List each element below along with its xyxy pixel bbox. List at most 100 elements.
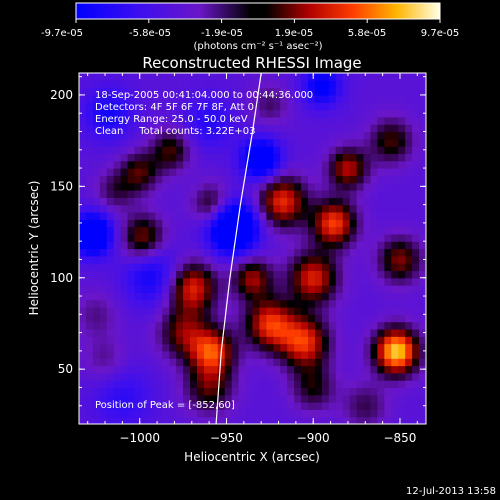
heatmap-cell <box>273 109 281 118</box>
heatmap-cell <box>259 226 267 235</box>
heatmap-cell <box>419 255 426 264</box>
heatmap-cell <box>141 270 149 279</box>
heatmap-cell <box>314 102 323 111</box>
heatmap-cell <box>196 292 205 301</box>
heatmap-cell <box>176 336 184 345</box>
heatmap-cell <box>335 241 344 250</box>
heatmap-cell <box>106 350 115 359</box>
heatmap-cell <box>259 138 267 147</box>
heatmap-cell <box>266 307 274 315</box>
heatmap-cell <box>412 321 420 330</box>
heatmap-cell <box>349 372 358 381</box>
heatmap-cell <box>314 146 323 155</box>
heatmap-cell <box>190 321 198 330</box>
heatmap-cell <box>405 416 413 424</box>
heatmap-cell <box>363 292 372 301</box>
heatmap-cell <box>308 233 316 242</box>
heatmap-cell <box>405 380 413 389</box>
heatmap-cell <box>412 211 420 220</box>
heatmap-cell <box>377 365 385 374</box>
heatmap-cell <box>301 73 309 81</box>
heatmap-cell <box>245 292 254 301</box>
heatmap-cell <box>370 416 379 424</box>
heatmap-cell <box>183 409 191 418</box>
heatmap-cell <box>141 394 149 403</box>
heatmap-cell <box>273 307 281 315</box>
heatmap-cell <box>273 116 281 125</box>
heatmap-cell <box>141 402 149 410</box>
heatmap-cell <box>106 160 115 169</box>
heatmap-cell <box>79 87 87 96</box>
heatmap-cell <box>405 233 413 242</box>
heatmap-cell <box>203 211 212 220</box>
heatmap-cell <box>308 365 316 374</box>
heatmap-cell <box>308 372 316 381</box>
heatmap-cell <box>106 153 115 162</box>
heatmap-cell <box>294 80 302 89</box>
heatmap-cell <box>141 182 149 191</box>
heatmap-cell <box>224 387 233 396</box>
heatmap-cell <box>113 255 122 264</box>
heatmap-cell <box>321 380 330 389</box>
heatmap-cell <box>335 219 344 228</box>
heatmap-cell <box>162 182 170 191</box>
heatmap-cell <box>252 226 261 235</box>
heatmap-cell <box>224 380 233 389</box>
heatmap-cell <box>176 190 184 198</box>
heatmap-cell <box>120 102 129 111</box>
heatmap-cell <box>134 168 143 176</box>
heatmap-cell <box>113 197 122 206</box>
heatmap-cell <box>308 380 316 389</box>
heatmap-cell <box>335 292 344 301</box>
heatmap-cell <box>203 80 212 89</box>
heatmap-cell <box>183 336 191 345</box>
heatmap-cell <box>294 328 302 337</box>
heatmap-cell <box>113 299 122 308</box>
heatmap-cell <box>377 146 385 155</box>
heatmap-cell <box>113 73 122 81</box>
heatmap-cell <box>85 263 94 272</box>
heatmap-cell <box>85 350 94 359</box>
heatmap-cell <box>224 153 233 162</box>
heatmap-cell <box>356 116 365 125</box>
heatmap-cell <box>183 80 191 89</box>
heatmap-cell <box>113 211 122 220</box>
heatmap-cell <box>377 182 385 191</box>
heatmap-cell <box>127 416 136 424</box>
heatmap-cell <box>196 219 205 228</box>
x-tick-label: −900 <box>297 431 330 445</box>
heatmap-cell <box>349 175 358 184</box>
heatmap-cell <box>210 73 219 81</box>
heatmap-cell <box>377 226 385 235</box>
heatmap-cell <box>328 211 337 220</box>
heatmap-cell <box>141 175 149 184</box>
heatmap-cell <box>148 197 156 206</box>
heatmap-cell <box>280 190 288 198</box>
heatmap-cell <box>224 241 233 250</box>
heatmap-cell <box>148 277 156 286</box>
heatmap-cell <box>314 350 323 359</box>
heatmap-cell <box>92 314 101 323</box>
heatmap-cell <box>391 219 399 228</box>
heatmap-cell <box>162 109 170 118</box>
heatmap-cell <box>134 409 143 418</box>
heatmap-cell <box>113 168 122 176</box>
heatmap-cell <box>314 94 323 103</box>
heatmap-cell <box>328 380 337 389</box>
heatmap-cell <box>294 153 302 162</box>
heatmap-cell <box>196 241 205 250</box>
heatmap-cell <box>210 350 219 359</box>
heatmap-cell <box>120 197 129 206</box>
heatmap-cell <box>120 146 129 155</box>
heatmap-cell <box>252 241 261 250</box>
heatmap-cell <box>314 226 323 235</box>
heatmap-cell <box>356 182 365 191</box>
heatmap-cell <box>398 350 406 359</box>
heatmap-cell <box>377 416 385 424</box>
heatmap-cell <box>85 299 94 308</box>
heatmap-cell <box>259 394 267 403</box>
heatmap-cell <box>92 233 101 242</box>
heatmap-cell <box>148 336 156 345</box>
heatmap-cell <box>79 204 87 213</box>
heatmap-cell <box>301 109 309 118</box>
